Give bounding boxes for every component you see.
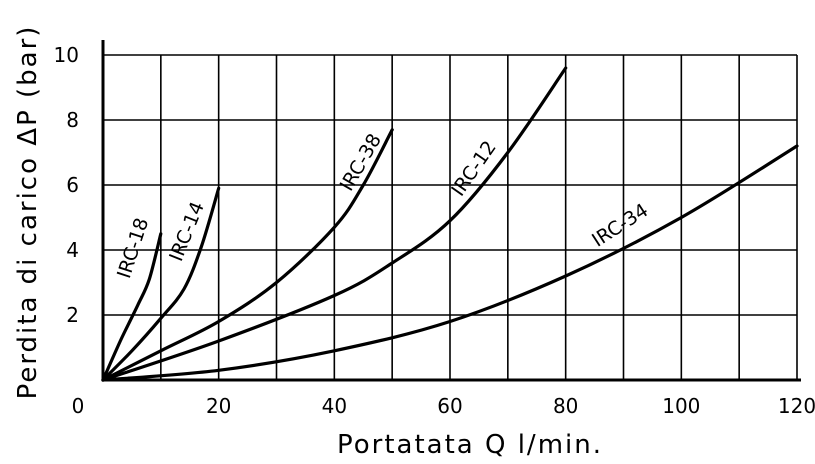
y-tick-label: 8 [66, 108, 79, 132]
x-tick-label: 120 [778, 394, 815, 418]
series-label-irc-14: IRC-14 [165, 199, 209, 265]
series-label-irc-12: IRC-12 [447, 137, 501, 201]
series-label-irc-34: IRC-34 [588, 199, 652, 251]
y-tick-label: 4 [66, 238, 79, 262]
x-tick-label: 0 [72, 394, 85, 418]
series-label-irc-18: IRC-18 [113, 215, 153, 281]
y-axis-title: Perdita di carico ΔP (bar) [13, 25, 43, 400]
y-tick-label: 6 [66, 173, 79, 197]
tick-labels: 0 20 40 60 80 100 120 2 4 6 8 10 [54, 43, 815, 418]
x-tick-label: 40 [322, 394, 347, 418]
x-tick-label: 100 [662, 394, 700, 418]
x-axis-title: Portatata Q l/min. [337, 430, 603, 460]
y-tick-label: 2 [66, 303, 79, 327]
y-tick-label: 10 [54, 43, 79, 67]
x-tick-label: 80 [553, 394, 578, 418]
x-tick-label: 60 [437, 394, 462, 418]
grid [103, 55, 797, 380]
x-tick-label: 20 [206, 394, 231, 418]
